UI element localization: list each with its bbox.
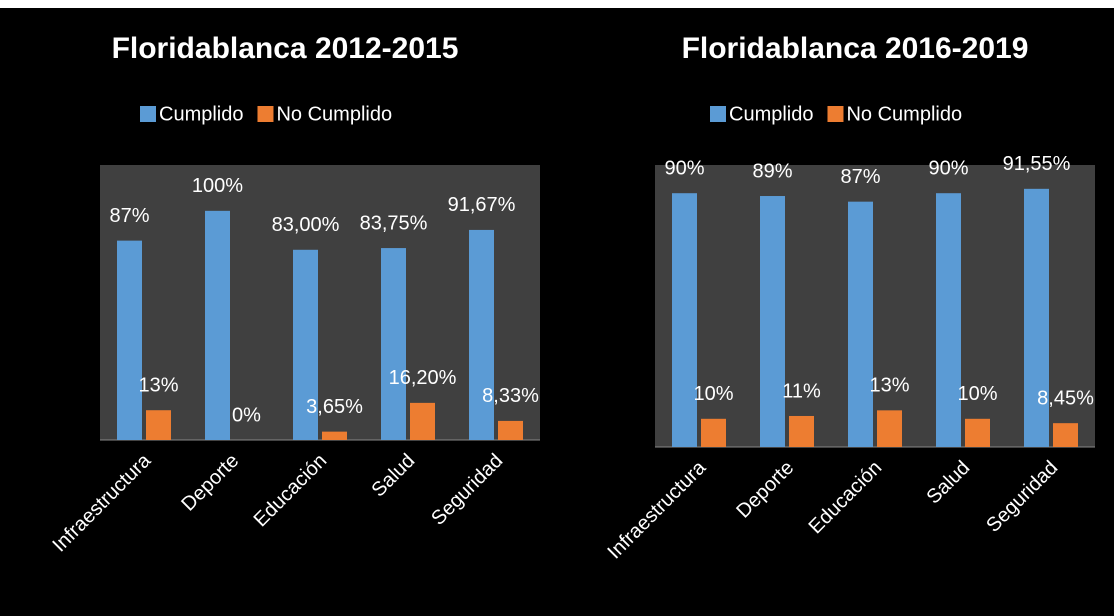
bar: [322, 431, 347, 440]
data-label: 8,33%: [482, 385, 539, 407]
bar: [381, 248, 406, 440]
legend-label: No Cumplido: [846, 103, 962, 125]
data-label: 83,75%: [360, 212, 428, 234]
chart-title: Floridablanca 2016-2019: [682, 32, 1029, 65]
bar: [760, 196, 785, 447]
legend-label: Cumplido: [729, 103, 813, 125]
data-label: 90%: [928, 157, 968, 179]
bar: [965, 418, 990, 447]
data-label: 10%: [957, 383, 997, 405]
plot-area: [655, 165, 1095, 447]
data-label: 16,20%: [389, 367, 457, 389]
bar: [293, 249, 318, 440]
data-label: 91,55%: [1003, 153, 1071, 175]
bar: [469, 229, 494, 440]
data-label: 83,00%: [272, 214, 340, 236]
data-label: 87%: [109, 205, 149, 227]
bar: [498, 420, 523, 440]
bar: [1053, 423, 1078, 447]
data-label: 13%: [869, 375, 909, 397]
legend-swatch: [257, 106, 274, 122]
data-label: 89%: [752, 160, 792, 182]
bar: [146, 410, 171, 440]
legend-label: Cumplido: [159, 103, 243, 125]
legend-swatch: [710, 106, 726, 122]
bar: [936, 193, 961, 447]
plot-area: [100, 165, 540, 440]
data-label: 100%: [192, 175, 243, 197]
data-label: 13%: [138, 374, 178, 396]
data-label: 91,67%: [448, 194, 516, 216]
legend-swatch: [140, 106, 156, 122]
data-label: 90%: [664, 157, 704, 179]
data-label: 8,45%: [1037, 387, 1094, 409]
bar: [1024, 188, 1049, 448]
data-label: 3,65%: [306, 396, 363, 418]
data-label: 10%: [693, 383, 733, 405]
bar: [877, 410, 902, 447]
data-label: 87%: [840, 166, 880, 188]
bar: [117, 240, 142, 440]
bar: [848, 201, 873, 447]
bar: [410, 402, 435, 440]
data-label: 11%: [782, 380, 821, 402]
bar: [701, 418, 726, 447]
data-label: 0%: [232, 404, 261, 426]
chart-title: Floridablanca 2012-2015: [112, 32, 459, 65]
legend-swatch: [827, 106, 844, 122]
bar: [672, 193, 697, 447]
bar: [789, 415, 814, 447]
bar: [205, 210, 230, 440]
legend-label: No Cumplido: [276, 103, 392, 125]
